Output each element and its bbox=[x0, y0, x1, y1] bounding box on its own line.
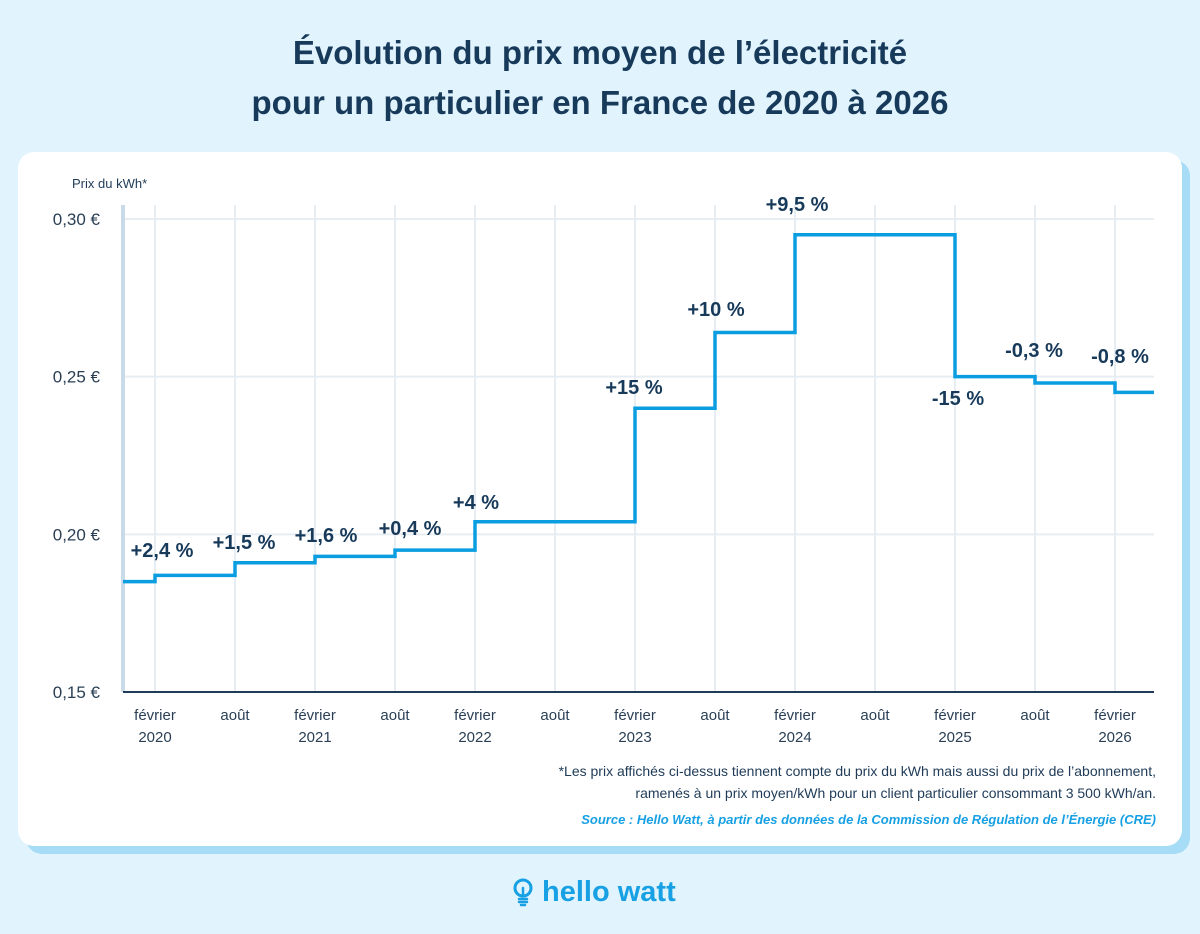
x-tick-label: février bbox=[1094, 707, 1136, 724]
x-tick-label: août bbox=[540, 707, 570, 724]
x-tick-label: 2021 bbox=[298, 729, 331, 746]
x-tick-label: février bbox=[774, 707, 816, 724]
x-tick-label: février bbox=[294, 707, 336, 724]
change-label: -15 % bbox=[932, 388, 984, 410]
change-label: +4 % bbox=[453, 492, 499, 514]
change-label: -0,3 % bbox=[1005, 340, 1063, 362]
y-axis-label: Prix du kWh* bbox=[72, 176, 147, 191]
change-label: +2,4 % bbox=[131, 540, 194, 562]
x-tick-label: août bbox=[700, 707, 730, 724]
price-step-line bbox=[123, 233, 1154, 584]
y-tick-label: 0,25 € bbox=[53, 368, 101, 387]
footnote-line-1: *Les prix affichés ci-dessus tiennent co… bbox=[558, 763, 1156, 779]
logo-text: hello watt bbox=[542, 876, 676, 908]
change-label: +1,6 % bbox=[295, 525, 358, 547]
change-label: +10 % bbox=[687, 299, 744, 321]
source-text: Source : Hello Watt, à partir des donnée… bbox=[581, 812, 1156, 827]
footnote-line-2: ramenés à un prix moyen/kWh pour un clie… bbox=[635, 785, 1156, 801]
change-label: +15 % bbox=[605, 377, 662, 399]
change-label: +1,5 % bbox=[213, 532, 276, 554]
x-tick-label: février bbox=[934, 707, 976, 724]
chart-card bbox=[18, 152, 1182, 846]
change-label: -0,8 % bbox=[1091, 346, 1149, 368]
title-line-1: Évolution du prix moyen de l’électricité bbox=[292, 34, 908, 71]
y-tick-label: 0,20 € bbox=[53, 525, 101, 544]
x-tick-label: février bbox=[134, 707, 176, 724]
x-tick-label: février bbox=[614, 707, 656, 724]
x-tick-label: 2022 bbox=[458, 729, 491, 746]
x-tick-label: 2025 bbox=[938, 729, 971, 746]
chart-title: Évolution du prix moyen de l’électricité… bbox=[0, 28, 1200, 128]
title-line-2: pour un particulier en France de 2020 à … bbox=[251, 84, 949, 121]
x-tick-label: août bbox=[220, 707, 250, 724]
x-tick-label: 2020 bbox=[138, 729, 171, 746]
x-tick-label: 2023 bbox=[618, 729, 651, 746]
y-tick-label: 0,15 € bbox=[53, 683, 101, 702]
x-tick-label: août bbox=[1020, 707, 1050, 724]
x-tick-label: août bbox=[380, 707, 410, 724]
y-tick-label: 0,30 € bbox=[53, 210, 101, 229]
change-label: +0,4 % bbox=[379, 518, 442, 540]
x-tick-label: 2026 bbox=[1098, 729, 1131, 746]
x-tick-label: février bbox=[454, 707, 496, 724]
x-tick-label: août bbox=[860, 707, 890, 724]
footnote: *Les prix affichés ci-dessus tiennent co… bbox=[559, 760, 1156, 804]
change-label: +9,5 % bbox=[766, 194, 829, 216]
lightbulb-icon bbox=[513, 878, 533, 906]
hello-watt-logo: hello watt bbox=[512, 876, 676, 909]
x-tick-label: 2024 bbox=[778, 729, 811, 746]
